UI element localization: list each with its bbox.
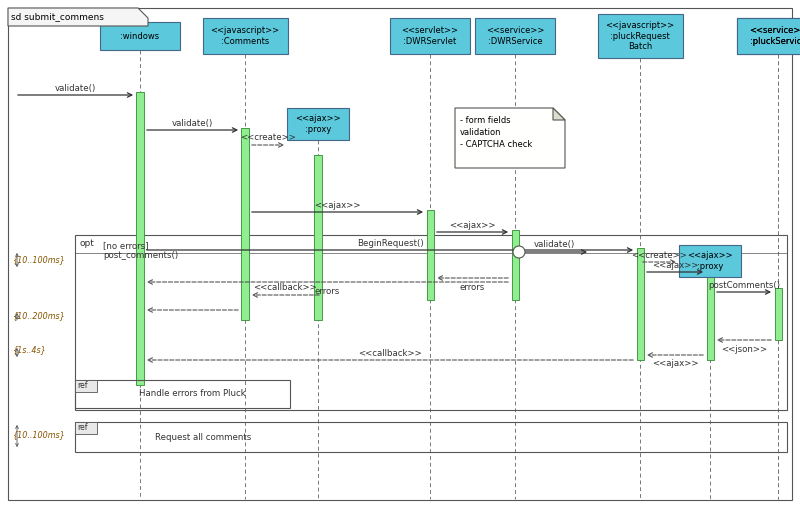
Bar bbox=[637, 248, 643, 360]
Text: opt: opt bbox=[79, 239, 94, 248]
Text: sd submit_commens: sd submit_commens bbox=[11, 13, 104, 21]
Bar bbox=[136, 92, 144, 385]
Bar bbox=[511, 230, 518, 300]
Text: {1s..4s}: {1s..4s} bbox=[12, 346, 46, 354]
Bar bbox=[679, 245, 741, 277]
Text: <<create>>: <<create>> bbox=[240, 133, 296, 143]
Polygon shape bbox=[8, 8, 148, 26]
Text: <<json>>: <<json>> bbox=[721, 345, 767, 353]
Text: <<ajax>>: <<ajax>> bbox=[652, 261, 698, 269]
Bar bbox=[75, 422, 787, 452]
Text: <<service>>
:pluckService: <<service>> :pluckService bbox=[749, 26, 800, 46]
Text: post_comments(): post_comments() bbox=[103, 251, 178, 260]
Text: validate(): validate() bbox=[55, 83, 96, 93]
Bar bbox=[737, 18, 800, 54]
Text: :windows: :windows bbox=[121, 32, 159, 41]
Bar bbox=[426, 210, 434, 300]
Text: ref: ref bbox=[77, 382, 87, 390]
Bar bbox=[75, 422, 97, 434]
Polygon shape bbox=[553, 108, 565, 120]
Bar bbox=[314, 155, 322, 320]
Text: errors: errors bbox=[315, 287, 340, 296]
Bar bbox=[706, 268, 714, 360]
Bar bbox=[75, 235, 787, 410]
Text: {10..100ms}: {10..100ms} bbox=[12, 256, 65, 265]
Text: validate(): validate() bbox=[172, 119, 213, 127]
Bar bbox=[287, 108, 349, 140]
Bar bbox=[75, 380, 97, 392]
Text: {10..100ms}: {10..100ms} bbox=[12, 431, 65, 439]
Bar bbox=[241, 128, 249, 320]
Bar bbox=[75, 380, 290, 408]
Text: <<ajax>>: <<ajax>> bbox=[450, 220, 496, 230]
Text: errors: errors bbox=[460, 282, 485, 292]
Text: <<service>>
:pluckService: <<service>> :pluckService bbox=[749, 26, 800, 46]
Bar bbox=[475, 18, 555, 54]
Circle shape bbox=[513, 246, 525, 258]
Bar bbox=[774, 288, 782, 340]
Bar bbox=[737, 18, 800, 54]
Text: Request all comments: Request all comments bbox=[155, 433, 251, 441]
Text: - form fields
validation
- CAPTCHA check: - form fields validation - CAPTCHA check bbox=[460, 116, 532, 149]
Text: validate(): validate() bbox=[534, 240, 575, 249]
Text: BeginRequest(): BeginRequest() bbox=[357, 239, 423, 247]
Polygon shape bbox=[455, 108, 565, 168]
Bar bbox=[598, 14, 682, 58]
Bar bbox=[100, 22, 180, 50]
Bar bbox=[390, 18, 470, 54]
Text: <<ajax>>
:proxy: <<ajax>> :proxy bbox=[295, 115, 341, 134]
Text: <<javascript>>
:Comments: <<javascript>> :Comments bbox=[210, 26, 279, 46]
Text: <<create>>: <<create>> bbox=[631, 250, 687, 260]
Text: <<callback>>: <<callback>> bbox=[358, 349, 422, 357]
Text: <<service>>
:DWRService: <<service>> :DWRService bbox=[486, 26, 544, 46]
Text: ref: ref bbox=[77, 423, 87, 433]
Text: {10..200ms}: {10..200ms} bbox=[12, 312, 65, 321]
Text: <<javascript>>
:pluckRequest
Batch: <<javascript>> :pluckRequest Batch bbox=[606, 21, 674, 51]
Text: <<ajax>>: <<ajax>> bbox=[314, 201, 361, 210]
Text: <<servlet>>
:DWRServlet: <<servlet>> :DWRServlet bbox=[402, 26, 458, 46]
Text: <<callback>>: <<callback>> bbox=[254, 284, 318, 293]
Text: postComments(): postComments() bbox=[708, 280, 780, 290]
Text: [no errors]: [no errors] bbox=[103, 241, 149, 250]
Text: <<ajax>>: <<ajax>> bbox=[652, 359, 698, 369]
Text: <<ajax>>
:proxy: <<ajax>> :proxy bbox=[687, 251, 733, 271]
Text: Handle errors from Pluck: Handle errors from Pluck bbox=[139, 389, 246, 399]
Bar bbox=[202, 18, 287, 54]
